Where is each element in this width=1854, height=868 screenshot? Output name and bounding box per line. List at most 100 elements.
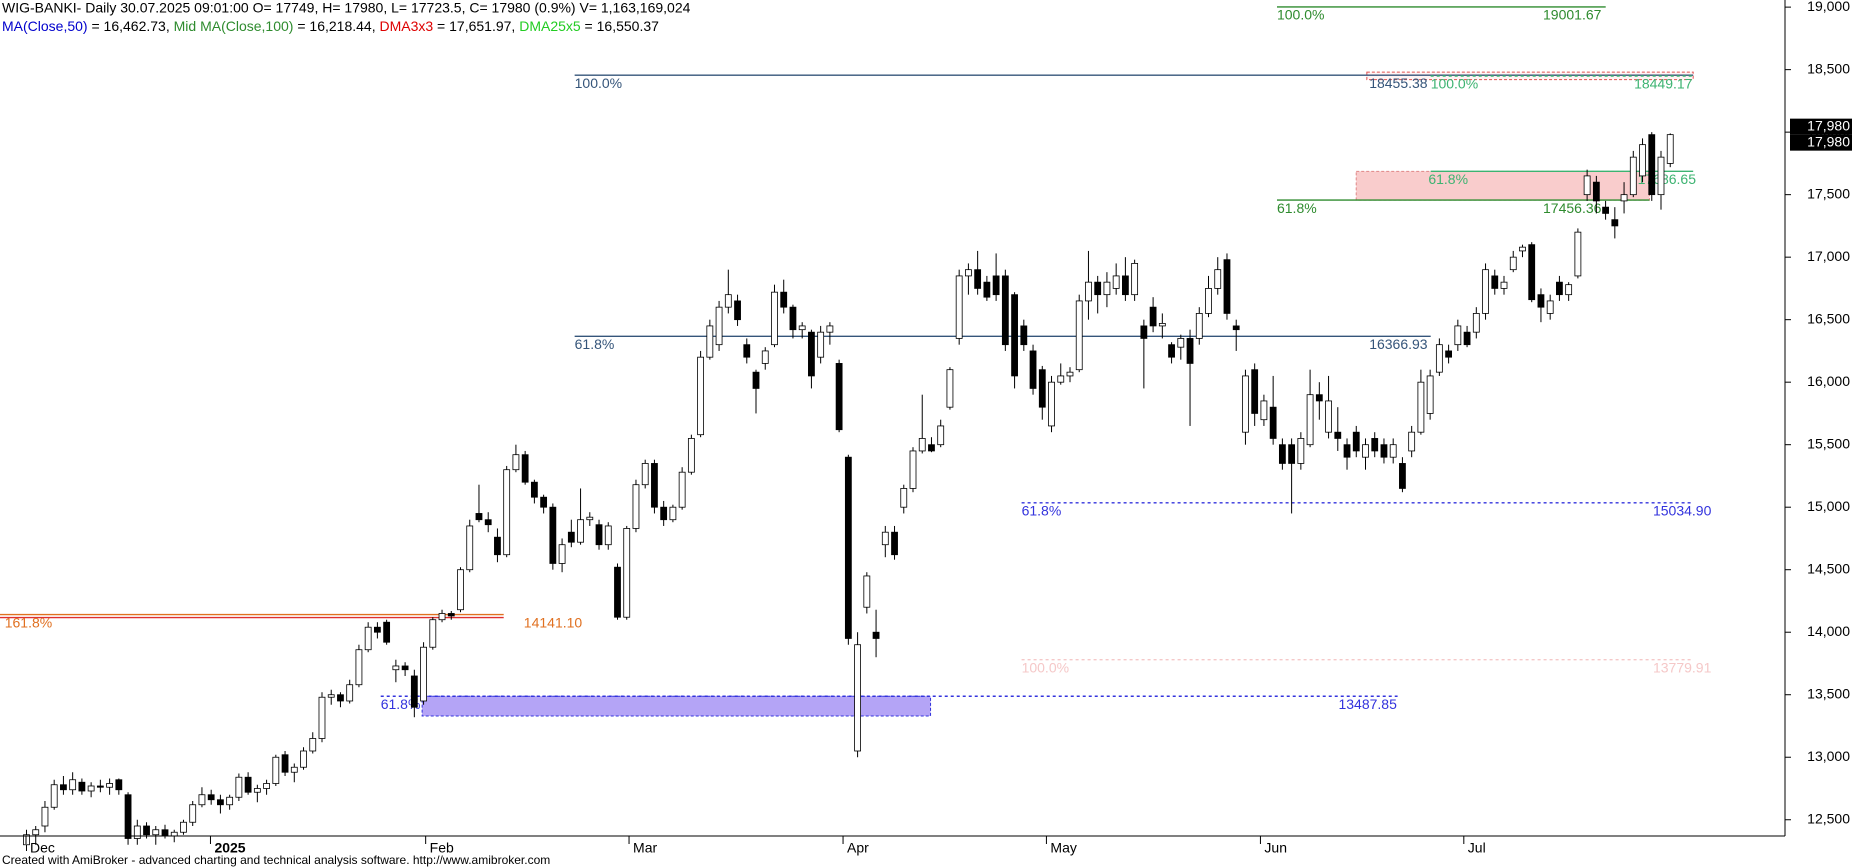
candle-body xyxy=(1362,444,1369,458)
candle-body xyxy=(1075,300,1083,371)
zone xyxy=(421,695,932,717)
candle-body xyxy=(1029,350,1037,389)
candle-body xyxy=(835,363,843,431)
candle-body xyxy=(1629,156,1637,196)
candle-body xyxy=(1306,394,1314,446)
candle-body xyxy=(1251,369,1259,414)
indicator-value: = 16,218.44, xyxy=(293,18,379,34)
candle-body xyxy=(1343,444,1351,458)
x-tick-label: 2025 xyxy=(214,840,245,856)
candle-body xyxy=(198,794,206,806)
candle-body xyxy=(180,821,187,833)
candle-body xyxy=(577,519,584,543)
candle-body xyxy=(1611,219,1619,227)
fib-value: 13487.85 xyxy=(1338,696,1397,712)
indicator-name: DMA25x5 xyxy=(519,18,581,34)
candle-body xyxy=(669,506,677,521)
candle-body xyxy=(687,438,695,473)
candle-body xyxy=(272,756,280,784)
footer: Created with AmiBroker - advanced charti… xyxy=(2,853,550,867)
candle-body xyxy=(1454,325,1462,346)
candle-body xyxy=(1260,400,1268,421)
zone xyxy=(1355,170,1650,201)
candle-body xyxy=(1509,256,1517,271)
candle-body xyxy=(724,294,732,308)
candle-body xyxy=(1242,375,1249,433)
candle-body xyxy=(300,750,307,768)
candle-body xyxy=(327,694,335,698)
candle-body xyxy=(651,463,658,508)
fib-pct: 100.0% xyxy=(1431,76,1478,92)
candle-body xyxy=(752,371,760,389)
candle-body xyxy=(503,469,511,556)
candle-body xyxy=(1620,194,1628,202)
candle-body xyxy=(567,531,575,543)
candle-body xyxy=(457,569,464,611)
candle-body xyxy=(1315,394,1323,402)
fib-pct: 61.8% xyxy=(1022,503,1062,519)
candle-body xyxy=(715,306,723,346)
candle-body xyxy=(706,325,714,358)
candle-body xyxy=(69,779,77,791)
candle-body xyxy=(1408,431,1416,452)
candle-body xyxy=(1269,406,1277,439)
candle-body xyxy=(1195,313,1203,339)
y-tick-label: 16,500 xyxy=(1807,310,1850,326)
candle-body xyxy=(1020,325,1028,346)
candle-body xyxy=(78,781,86,792)
y-tick-label: 12,500 xyxy=(1807,810,1850,826)
x-tick-label: May xyxy=(1050,840,1076,856)
fib-pct: 100.0% xyxy=(1022,659,1069,675)
y-tick-label: 14,000 xyxy=(1807,623,1850,639)
candle-body xyxy=(281,754,289,773)
fib-pct: 61.8% xyxy=(1428,171,1468,187)
candle-body xyxy=(558,544,566,564)
candle-body xyxy=(1325,400,1332,433)
candle-body xyxy=(115,779,123,791)
candle-body xyxy=(1214,269,1222,289)
candle-body xyxy=(1472,313,1480,333)
candle-body xyxy=(1094,281,1102,296)
candle-body xyxy=(1648,134,1656,196)
candle-body xyxy=(1288,444,1296,464)
candle-body xyxy=(808,331,815,377)
fib-value: 17456.36 xyxy=(1543,200,1602,216)
fib-pct: 61.8% xyxy=(575,336,615,352)
candle-body xyxy=(1537,294,1545,308)
candle-body xyxy=(87,785,95,792)
candle-body xyxy=(1657,156,1665,196)
fib-pct: 61.8% xyxy=(381,696,421,712)
candle-body xyxy=(928,444,935,452)
candle-body xyxy=(623,528,631,618)
candle-body xyxy=(604,525,612,546)
candle-body xyxy=(1048,381,1055,427)
candle-body xyxy=(614,566,621,618)
chart-title: WIG-BANKI- Daily 30.07.2025 09:01:00 O= … xyxy=(2,0,691,16)
candle-body xyxy=(540,496,548,508)
candle-body xyxy=(143,825,150,836)
candle-body xyxy=(1158,323,1166,327)
candle-body xyxy=(632,484,640,529)
candle-body xyxy=(974,269,982,289)
candle-body xyxy=(253,788,261,793)
candle-body xyxy=(1399,463,1406,489)
candle-body xyxy=(309,738,317,752)
candle-body xyxy=(189,804,197,823)
candle-body xyxy=(133,825,141,839)
candle-body xyxy=(1232,325,1240,331)
candle-body xyxy=(41,806,49,827)
candle-body xyxy=(226,796,234,806)
candle-body xyxy=(170,831,178,837)
candle-body xyxy=(410,675,418,708)
candle-body xyxy=(826,325,834,333)
candle-body xyxy=(1574,231,1582,277)
candle-body xyxy=(1583,175,1591,196)
y-tick-label: 16,000 xyxy=(1807,373,1850,389)
fib-pct: 61.8% xyxy=(1277,200,1317,216)
candle-body xyxy=(1057,375,1065,383)
x-tick-label: Apr xyxy=(847,840,869,856)
candle-body xyxy=(466,525,474,571)
candle-body xyxy=(641,463,649,486)
